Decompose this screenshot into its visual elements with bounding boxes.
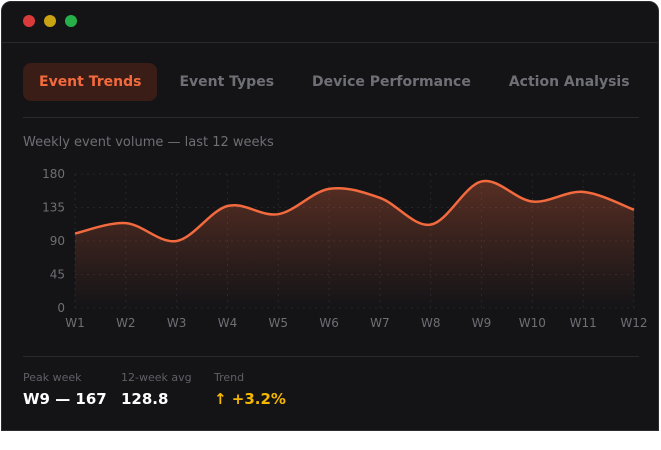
stat-value: W9 — 167 <box>23 390 107 408</box>
y-tick-label: 45 <box>50 268 65 282</box>
x-tick-label: W10 <box>519 316 546 330</box>
area-fill <box>75 180 634 308</box>
maximize-window-button[interactable] <box>65 15 77 27</box>
tab-device-performance[interactable]: Device Performance <box>312 74 471 90</box>
x-tick-label: W8 <box>421 316 441 330</box>
x-tick-label: W5 <box>269 316 289 330</box>
tab-event-trends[interactable]: Event Trends <box>23 63 158 101</box>
tab-event-types[interactable]: Event Types <box>179 74 275 90</box>
x-tick-label: W11 <box>570 316 597 330</box>
stat-label: 12-week avg <box>121 371 192 384</box>
minimize-window-button[interactable] <box>44 15 56 27</box>
close-window-button[interactable] <box>23 15 35 27</box>
chart-subtitle: Weekly event volume — last 12 weeks <box>23 135 274 150</box>
stat-12-week-avg: 12-week avg 128.8 <box>121 371 192 408</box>
x-tick-label: W12 <box>620 316 647 330</box>
x-tick-label: W4 <box>218 316 238 330</box>
x-tick-label: W9 <box>472 316 492 330</box>
series-line <box>74 179 635 243</box>
x-tick-label: W1 <box>65 316 85 330</box>
tabs-divider <box>23 117 639 118</box>
y-tick-label: 180 <box>42 167 65 181</box>
y-tick-label: 0 <box>57 301 65 315</box>
x-tick-label: W3 <box>167 316 187 330</box>
stats-divider <box>23 356 639 357</box>
stat-value: 128.8 <box>121 390 169 408</box>
x-tick-label: W7 <box>370 316 390 330</box>
title-bar <box>2 2 658 43</box>
stat-label: Trend <box>214 371 245 384</box>
stat-value: ↑ +3.2% <box>214 390 286 408</box>
x-tick-label: W2 <box>116 316 136 330</box>
event-volume-chart: 0 45 90 135 180 W1 W2 W3 W4 W5 W6 W7 W8 W9 W10 W11 W12 <box>42 167 647 330</box>
y-tick-label: 135 <box>42 201 65 215</box>
x-tick-label: W6 <box>319 316 339 330</box>
y-tick-label: 90 <box>50 234 65 248</box>
y-axis-ticks: 0 45 90 135 180 <box>42 167 65 315</box>
tab-action-analysis[interactable]: Action Analysis <box>508 74 630 90</box>
app-window: Event Trends Event Types Device Performa… <box>1 1 659 431</box>
stat-peak-week: Peak week W9 — 167 <box>23 371 107 408</box>
stat-trend: Trend ↑ +3.2% <box>214 371 286 408</box>
stat-label: Peak week <box>23 371 82 384</box>
tab-bar: Event Trends Event Types Device Performa… <box>23 63 652 101</box>
x-axis-ticks: W1 W2 W3 W4 W5 W6 W7 W8 W9 W10 W11 W12 <box>65 316 647 330</box>
